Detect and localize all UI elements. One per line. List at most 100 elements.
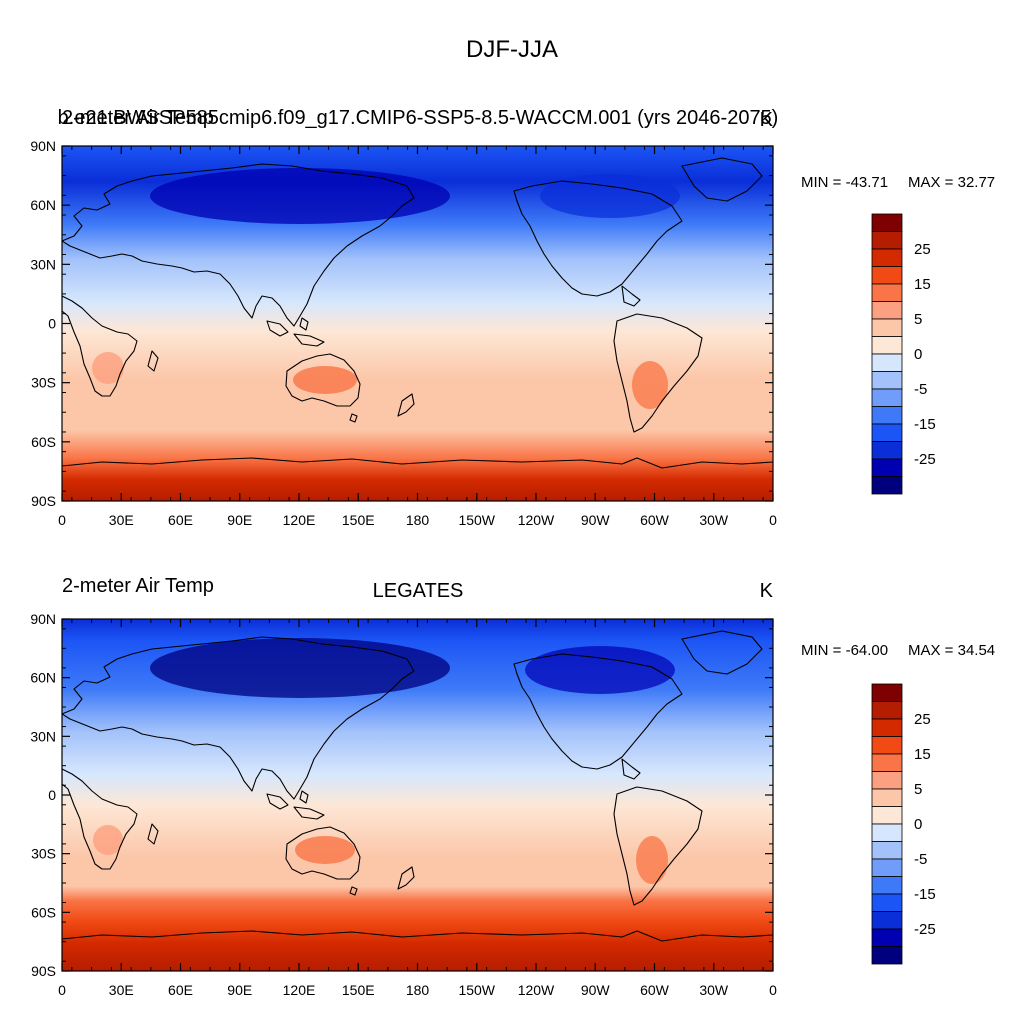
panel-obs-colorbar-label: 5	[914, 781, 922, 798]
panel-model-siberia-cold-core	[150, 168, 450, 224]
panel-obs-colorbar-swatch	[871, 946, 903, 965]
panel-obs-colorbar-swatch	[871, 928, 903, 947]
panel-model-colorbar-swatch	[871, 213, 903, 232]
panel-model-lon-label: 120W	[518, 512, 555, 528]
panel-obs-lon-label: 90E	[227, 982, 252, 998]
panel-model-lat-label: 60N	[30, 197, 56, 213]
panel-obs-colorbar-swatch	[871, 788, 903, 807]
panel-model-colorbar-swatch	[871, 266, 903, 285]
panel-obs-colorbar-swatch	[871, 823, 903, 842]
panel-obs-lat-label: 60N	[30, 670, 56, 686]
panel-model-lon-label: 60E	[168, 512, 193, 528]
panel-model-colorbar-label: -15	[914, 416, 936, 433]
panel-model-colorbar-label: -25	[914, 451, 936, 468]
panel-model-southern-africa-warm	[92, 352, 124, 384]
panel-obs-lon-label: 0	[58, 982, 66, 998]
panel-obs-lat-label: 30N	[30, 728, 56, 744]
panel-model-colorbar-label: 5	[914, 311, 922, 328]
panel-obs-left-title: 2-meter Air Temp	[62, 575, 214, 597]
panel-obs-colorbar-swatch	[871, 683, 903, 702]
panel-model-lon-label: 180	[406, 512, 430, 528]
panel-obs-colorbar-label: -25	[914, 921, 936, 938]
panel-model-colorbar-swatch	[871, 231, 903, 250]
panel-model-colorbar-swatch	[871, 283, 903, 302]
panel-obs-south-america-warm	[636, 836, 668, 884]
panel-obs-colorbar-swatch	[871, 876, 903, 895]
panel-model-lon-label: 120E	[283, 512, 316, 528]
panel-obs-colorbar-swatch	[871, 911, 903, 930]
panel-obs-min-label: MIN = -64.00	[801, 642, 888, 659]
panel-model-colorbar-swatch	[871, 301, 903, 320]
panel-obs-canada-cold-core	[525, 646, 675, 694]
panel-model-south-america-warm	[632, 361, 668, 409]
panel-model-lon-label: 90W	[581, 512, 611, 528]
panel-model-colorbar: 25 15 5 0 -5 -15 -25	[871, 213, 936, 495]
panel-obs-lon-label: 60W	[640, 982, 670, 998]
panel-obs-units: K	[760, 580, 774, 602]
panel-obs-lon-label: 30E	[109, 982, 134, 998]
panel-obs-lon-label: 180	[406, 982, 430, 998]
panel-model-canada-cold-core	[540, 174, 680, 218]
panel-obs-colorbar-swatch	[871, 858, 903, 877]
panel-obs-colorbar-label: -5	[914, 851, 927, 868]
panel-obs-siberia-cold-core	[150, 638, 450, 698]
panel-obs-lon-label: 90W	[581, 982, 611, 998]
panel-model-colorbar-label: 0	[914, 346, 922, 363]
panel-obs-center-title: LEGATES	[373, 580, 464, 602]
panel-obs-lat-label: 30S	[31, 846, 56, 862]
panel-model-lon-label: 150E	[342, 512, 375, 528]
panel-model-colorbar-swatch	[871, 441, 903, 460]
panel-model-colorbar-swatch	[871, 423, 903, 442]
panel-model-lon-label: 0	[769, 512, 777, 528]
panel-obs-lon-label: 150E	[342, 982, 375, 998]
panel-model-colorbar-swatch	[871, 406, 903, 425]
panel-obs-colorbar-swatch	[871, 893, 903, 912]
panel-obs-colorbar-label: 15	[914, 746, 931, 763]
panel-model-lon-label: 60W	[640, 512, 670, 528]
panel-model-colorbar-swatch	[871, 248, 903, 267]
panel-model-colorbar-label: 25	[914, 241, 931, 258]
panel-model-lat-label: 90S	[31, 493, 56, 509]
panel-obs-lon-label: 0	[769, 982, 777, 998]
panel-obs-colorbar-swatch	[871, 806, 903, 825]
panel-obs-southern-africa-warm	[93, 825, 123, 855]
panel-model-colorbar-swatch	[871, 318, 903, 337]
panel-obs-lon-label: 150W	[458, 982, 495, 998]
panel-model-units: K	[760, 109, 774, 131]
panel-model-colorbar-swatch	[871, 336, 903, 355]
panel-model-lat-label: 60S	[31, 434, 56, 450]
panel-model-lon-label: 30E	[109, 512, 134, 528]
panel-model-lon-label: 0	[58, 512, 66, 528]
panel-model-left-title: 2-meter Air Temp	[62, 107, 214, 129]
panel-obs-colorbar-label: 25	[914, 711, 931, 728]
panel-model-colorbar-label: -5	[914, 381, 927, 398]
panel-obs-colorbar-swatch	[871, 701, 903, 720]
panel-obs-colorbar-swatch	[871, 753, 903, 772]
panel-obs-lon-label: 30W	[699, 982, 729, 998]
panel-model-colorbar-swatch	[871, 353, 903, 372]
panel-obs-colorbar-label: -15	[914, 886, 936, 903]
panel-obs-lon-label: 120E	[283, 982, 316, 998]
panel-obs-max-label: MAX = 34.54	[908, 642, 995, 659]
panel-model-min-label: MIN = -43.71	[801, 174, 888, 191]
panel-obs-lon-label: 120W	[518, 982, 555, 998]
panel-model-colorbar-swatch	[871, 458, 903, 477]
panel-model-lat-label: 90N	[30, 138, 56, 154]
panel-obs-australia-warm	[295, 836, 355, 864]
panel-model-colorbar-swatch	[871, 371, 903, 390]
panel-model-australia-warm	[293, 366, 357, 394]
panel-model-lat-label: 0	[48, 316, 56, 332]
panel-obs-colorbar-label: 0	[914, 816, 922, 833]
panel-obs-colorbar-swatch	[871, 718, 903, 737]
panel-model-lat-label: 30S	[31, 375, 56, 391]
panel-model-colorbar-swatch	[871, 388, 903, 407]
panel-obs-colorbar-swatch	[871, 736, 903, 755]
panel-model-max-label: MAX = 32.77	[908, 174, 995, 191]
panel-model-colorbar-label: 15	[914, 276, 931, 293]
panel-obs-lat-label: 60S	[31, 904, 56, 920]
